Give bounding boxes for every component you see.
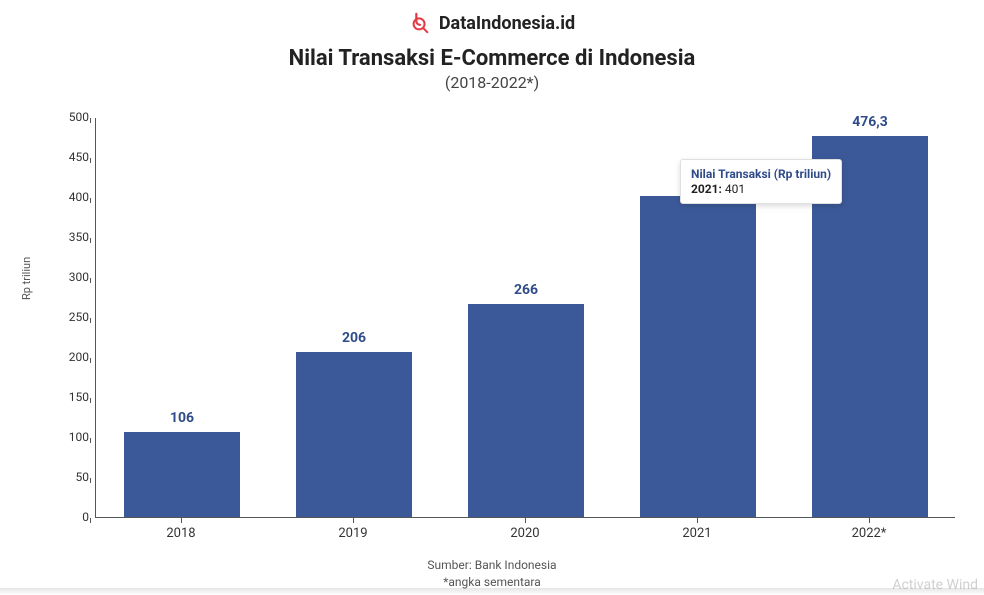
- bar[interactable]: 401: [640, 196, 757, 517]
- x-tick-label: 2021: [657, 526, 737, 541]
- y-tick-label: 50: [59, 470, 89, 484]
- watermark-text: Activate Wind: [892, 577, 978, 593]
- bottom-shadow: [0, 588, 984, 595]
- y-tick-label: 200: [59, 350, 89, 364]
- tooltip: Nilai Transaksi (Rp triliun)2021: 401: [680, 159, 842, 204]
- bar-value-label: 266: [468, 282, 585, 298]
- bar[interactable]: 106: [124, 432, 241, 517]
- y-axis-label: Rp triliun: [20, 257, 33, 300]
- bar[interactable]: 266: [468, 304, 585, 517]
- y-tick-label: 150: [59, 390, 89, 404]
- chart-subtitle: (2018-2022*): [0, 73, 984, 92]
- brand-logo-icon: [409, 12, 431, 34]
- y-tick-label: 400: [59, 190, 89, 204]
- footer-source: Sumber: Bank Indonesia: [0, 557, 984, 574]
- bar[interactable]: 206: [296, 352, 413, 517]
- y-tick-label: 350: [59, 230, 89, 244]
- brand: DataIndonesia.id: [409, 12, 575, 34]
- y-tick-label: 450: [59, 150, 89, 164]
- y-tick-label: 100: [59, 430, 89, 444]
- chart-title: Nilai Transaksi E-Commerce di Indonesia: [0, 46, 984, 71]
- x-tick-label: 2019: [313, 526, 393, 541]
- x-tick-label: 2018: [141, 526, 221, 541]
- x-tick-label: 2020: [485, 526, 565, 541]
- tooltip-series: Nilai Transaksi (Rp triliun): [691, 167, 831, 181]
- y-tick-label: 500: [59, 110, 89, 124]
- chart-area: 050100150200250300350400450500 106206266…: [55, 118, 960, 518]
- tooltip-value: 2021: 401: [691, 182, 831, 196]
- bar-value-label: 476,3: [812, 114, 929, 130]
- chart-footer: Sumber: Bank Indonesia *angka sementara: [0, 557, 984, 591]
- bar-value-label: 106: [124, 410, 241, 426]
- brand-name: DataIndonesia.id: [439, 13, 575, 34]
- y-tick-label: 300: [59, 270, 89, 284]
- plot-area: 106206266401476,3Nilai Transaksi (Rp tri…: [95, 118, 955, 518]
- x-tick-label: 2022*: [829, 526, 909, 541]
- bar-value-label: 206: [296, 330, 413, 346]
- y-tick-label: 250: [59, 310, 89, 324]
- y-tick-label: 0: [59, 510, 89, 524]
